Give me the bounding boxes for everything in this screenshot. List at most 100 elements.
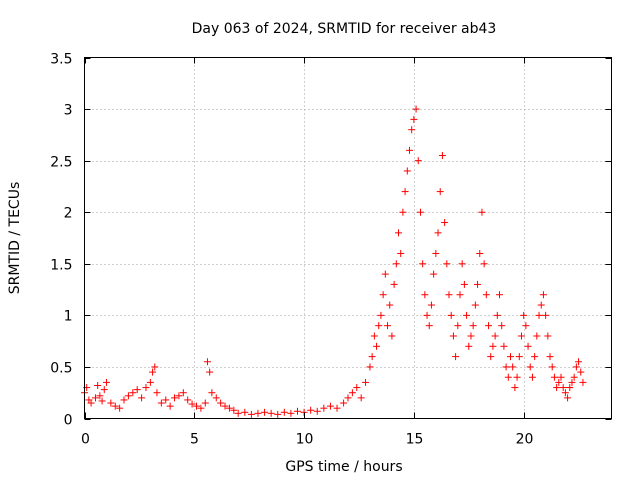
data-point [447, 311, 455, 319]
y-tick-label: 3 [64, 103, 73, 119]
data-point [403, 167, 411, 175]
data-point [96, 392, 104, 400]
data-point [247, 410, 255, 418]
data-point [133, 386, 141, 394]
data-point [395, 229, 403, 237]
data-point [553, 384, 561, 392]
data-point [287, 409, 295, 417]
y-tick-labels: 0 0.5 1 1.5 2 2.5 3 3.5 [50, 52, 72, 429]
data-point [438, 151, 446, 159]
data-point [493, 311, 501, 319]
data-point [489, 342, 497, 350]
data-point [566, 384, 574, 392]
y-tick-label: 0.5 [50, 361, 72, 377]
data-point [526, 363, 534, 371]
data-point [375, 322, 383, 330]
data-point [208, 389, 216, 397]
data-point [91, 394, 99, 402]
data-point [564, 394, 572, 402]
data-point [373, 342, 381, 350]
data-point [151, 363, 159, 371]
data-point [498, 322, 506, 330]
data-point [515, 353, 523, 361]
data-point [414, 157, 422, 165]
data-point [390, 280, 398, 288]
data-point [353, 384, 361, 392]
data-point [293, 407, 301, 415]
data-point [234, 409, 242, 417]
data-point [504, 373, 512, 381]
data-point [531, 353, 539, 361]
data-point [513, 373, 521, 381]
data-point [480, 260, 488, 268]
data-point [535, 311, 543, 319]
data-point [555, 378, 563, 386]
data-point [313, 407, 321, 415]
data-point [201, 399, 209, 407]
data-point [384, 322, 392, 330]
data-point [102, 378, 110, 386]
data-point [544, 332, 552, 340]
data-point [458, 260, 466, 268]
data-point [425, 322, 433, 330]
data-point [572, 363, 580, 371]
plot-frame [84, 57, 612, 419]
data-point [157, 399, 165, 407]
data-point [280, 408, 288, 416]
data-point [579, 378, 587, 386]
data-point [203, 358, 211, 366]
data-point [520, 311, 528, 319]
data-point [261, 408, 269, 416]
data-point [146, 378, 154, 386]
y-tick-label: 3.5 [50, 52, 72, 68]
data-point [559, 384, 567, 392]
data-point [320, 404, 328, 412]
data-point [517, 332, 525, 340]
data-point [539, 291, 547, 299]
data-point [274, 410, 282, 418]
data-point [100, 386, 108, 394]
data-point [456, 291, 464, 299]
data-point [212, 394, 220, 402]
y-tick-label: 2 [64, 206, 73, 222]
data-point [340, 399, 348, 407]
data-point [98, 397, 106, 405]
data-point [254, 409, 262, 417]
data-point [138, 394, 146, 402]
data-point [561, 389, 569, 397]
data-point [471, 301, 479, 309]
data-point [175, 392, 183, 400]
data-point [370, 332, 378, 340]
x-tick-label: 5 [190, 432, 199, 448]
data-point [577, 368, 585, 376]
data-point [443, 260, 451, 268]
x-tick-labels: 0 5 10 15 20 [81, 432, 533, 448]
data-point [221, 402, 229, 410]
data-point [379, 291, 387, 299]
axis-ticks [84, 57, 612, 420]
data-point [474, 280, 482, 288]
data-point [506, 353, 514, 361]
data-point [111, 402, 119, 410]
data-point [575, 358, 583, 366]
data-point [171, 394, 179, 402]
data-point [557, 373, 565, 381]
data-point [522, 322, 530, 330]
x-tick-label: 0 [81, 432, 90, 448]
data-point [476, 249, 484, 257]
data-point [166, 402, 174, 410]
y-tick-label: 1.5 [50, 258, 72, 274]
data-point [542, 311, 550, 319]
data-point [225, 404, 233, 412]
data-point [548, 363, 556, 371]
data-point [241, 408, 249, 416]
data-point [179, 389, 187, 397]
data-point [107, 399, 115, 407]
data-point [142, 384, 150, 392]
data-point [333, 404, 341, 412]
x-tick-label: 10 [296, 432, 314, 448]
data-point [267, 409, 275, 417]
data-point [401, 188, 409, 196]
data-point [445, 291, 453, 299]
y-axis-label: SRMTID / TECUs [7, 182, 23, 295]
